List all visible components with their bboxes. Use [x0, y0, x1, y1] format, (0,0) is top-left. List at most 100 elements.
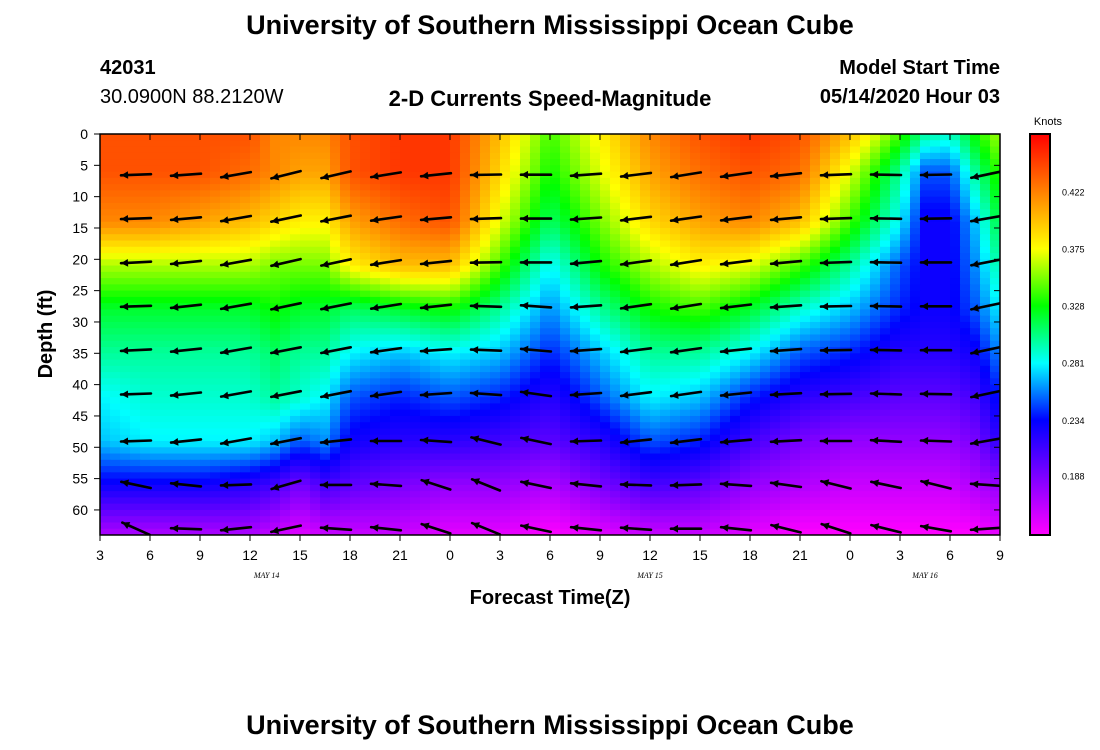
heat-cell	[260, 177, 271, 185]
heat-cell	[760, 209, 771, 217]
heat-cell	[260, 209, 271, 217]
heat-cell	[620, 202, 631, 210]
heat-cell	[970, 246, 981, 254]
heat-cell	[570, 397, 581, 405]
heat-cell	[470, 209, 481, 217]
heat-cell	[450, 365, 461, 373]
heat-cell	[130, 315, 141, 323]
heat-cell	[720, 140, 731, 148]
heat-cell	[570, 441, 581, 448]
heat-cell	[910, 359, 921, 367]
heat-cell	[250, 265, 261, 273]
heat-cell	[220, 365, 231, 373]
heat-cell	[600, 227, 611, 235]
heat-cell	[830, 290, 841, 298]
heat-cell	[990, 221, 1000, 229]
heat-cell	[550, 278, 561, 285]
heat-cell	[410, 209, 421, 217]
heat-cell	[440, 196, 451, 204]
heat-cell	[410, 340, 421, 348]
heat-cell	[250, 321, 261, 329]
heat-cell	[310, 453, 321, 461]
heat-cell	[250, 159, 261, 166]
heat-cell	[350, 278, 361, 285]
heat-cell	[580, 253, 591, 260]
heat-cell	[900, 409, 911, 417]
heat-cell	[110, 353, 121, 361]
heat-cell	[980, 453, 991, 461]
heat-cell	[350, 146, 361, 154]
heat-cell	[690, 378, 701, 386]
heat-cell	[950, 453, 961, 461]
heat-cell	[680, 227, 691, 235]
heat-cell	[910, 384, 921, 392]
heat-cell	[790, 315, 801, 323]
heat-cell	[250, 378, 261, 386]
heat-cell	[380, 184, 391, 191]
heat-cell	[810, 434, 821, 442]
heat-cell	[290, 146, 301, 154]
heat-cell	[310, 315, 321, 323]
heat-cell	[960, 340, 971, 348]
heat-cell	[460, 259, 471, 267]
heat-cell	[790, 271, 801, 279]
heat-cell	[150, 434, 161, 442]
heat-cell	[730, 278, 741, 285]
heat-cell	[940, 466, 951, 473]
heat-cell	[130, 202, 141, 210]
heat-cell	[870, 140, 881, 148]
heat-cell	[460, 253, 471, 260]
heat-cell	[700, 347, 711, 354]
heat-cell	[300, 209, 311, 217]
heat-cell	[480, 196, 491, 204]
heat-cell	[950, 303, 961, 311]
heat-cell	[870, 428, 881, 436]
heat-cell	[700, 134, 711, 141]
heat-cell	[180, 227, 191, 235]
heat-cell	[640, 403, 651, 411]
heat-cell	[870, 353, 881, 361]
heat-cell	[800, 184, 811, 191]
heat-cell	[120, 384, 131, 392]
heat-cell	[900, 171, 911, 179]
heat-cell	[320, 253, 331, 260]
heat-cell	[460, 296, 471, 304]
heat-cell	[970, 372, 981, 379]
heat-cell	[530, 340, 541, 348]
heat-cell	[130, 340, 141, 348]
heat-cell	[430, 334, 441, 342]
heat-cell	[270, 334, 281, 342]
heat-cell	[790, 134, 801, 141]
heat-cell	[950, 177, 961, 185]
heat-cell	[780, 353, 791, 361]
heat-cell	[890, 184, 901, 191]
chart-title: 2-D Currents Speed-Magnitude	[388, 86, 712, 111]
heat-cell	[790, 209, 801, 217]
heat-cell	[670, 365, 681, 373]
heat-cell	[900, 190, 911, 198]
heat-cell	[960, 347, 971, 354]
heat-cell	[100, 434, 111, 442]
heat-cell	[620, 434, 631, 442]
heat-cell	[910, 134, 921, 141]
heat-cell	[610, 428, 621, 436]
heat-cell	[300, 441, 311, 448]
heat-cell	[170, 378, 181, 386]
heat-cell	[130, 240, 141, 248]
heat-cell	[400, 140, 411, 148]
heat-cell	[270, 365, 281, 373]
heat-cell	[710, 221, 721, 229]
heat-cell	[200, 309, 211, 317]
heat-cell	[920, 447, 931, 455]
heat-cell	[510, 422, 521, 430]
heat-cell	[500, 447, 511, 455]
heat-cell	[420, 472, 431, 480]
heat-cell	[450, 340, 461, 348]
heat-cell	[690, 340, 701, 348]
heat-cell	[460, 359, 471, 367]
heat-cell	[170, 321, 181, 329]
heat-cell	[620, 134, 631, 141]
heat-cell	[540, 202, 551, 210]
heat-cell	[700, 365, 711, 373]
heat-cell	[650, 309, 661, 317]
